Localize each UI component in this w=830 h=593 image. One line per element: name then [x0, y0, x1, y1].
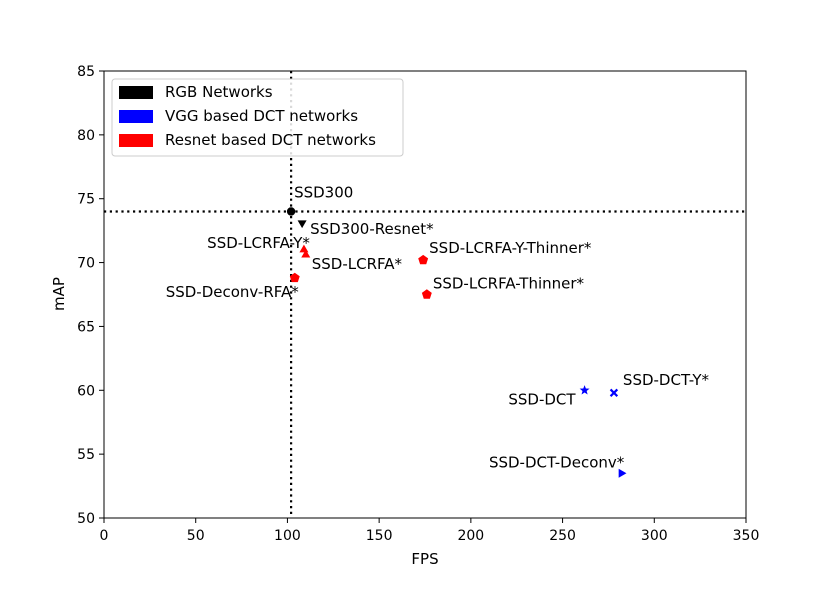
point-ssd300 — [286, 207, 296, 216]
legend-swatch — [119, 110, 153, 123]
x-tick-label: 50 — [187, 528, 205, 544]
x-tick-label: 350 — [733, 528, 760, 544]
point-label: SSD-DCT — [508, 390, 576, 408]
point-ssd-dct-deconv — [618, 468, 627, 478]
point-label: SSD-DCT-Deconv* — [489, 453, 625, 471]
legend-box — [111, 78, 404, 157]
point-label: SSD-Deconv-RFA* — [166, 283, 300, 301]
data-points — [286, 207, 627, 478]
y-tick-label: 60 — [77, 383, 95, 399]
legend-label: RGB Networks — [165, 83, 273, 101]
legend-swatch — [119, 134, 153, 147]
plot-frame — [103, 70, 747, 519]
point-label: SSD-LCRFA-Y-Thinner* — [429, 239, 592, 257]
point-label: SSD-LCRFA-Y* — [207, 234, 310, 252]
x-axis-ticks: 0 50 100 150 200 250 300 350 — [100, 518, 760, 544]
legend-label: VGG based DCT networks — [165, 107, 358, 125]
x-tick-label: 150 — [366, 528, 393, 544]
point-label: SSD-LCRFA-Thinner* — [433, 275, 585, 293]
y-tick-label: 85 — [77, 64, 95, 80]
point-labels: SSD300 SSD300-Resnet* SSD-DCT SSD-DCT-Y* SSD… — [166, 183, 710, 471]
y-tick-label: 70 — [77, 256, 95, 272]
y-tick-label: 50 — [77, 511, 95, 527]
y-axis-ticks: 50 55 60 65 70 75 80 85 — [77, 64, 104, 527]
y-tick-label: 65 — [77, 319, 95, 335]
legend-swatch — [119, 86, 153, 99]
reference-lines — [104, 71, 746, 518]
point-ssd-lcrfa — [301, 249, 311, 258]
point-label: SSD-LCRFA* — [312, 255, 403, 273]
point-label: SSD300-Resnet* — [310, 220, 434, 238]
x-tick-label: 250 — [549, 528, 576, 544]
x-axis-label: FPS — [411, 550, 438, 568]
point-ssd-lcrfa-thinner — [421, 289, 432, 299]
point-ssd-deconv-rfa — [289, 272, 300, 283]
y-tick-label: 75 — [77, 192, 95, 208]
point-ssd-lcrfa-y-thinner — [418, 254, 429, 265]
x-tick-label: 300 — [641, 528, 668, 544]
x-tick-label: 100 — [274, 528, 301, 544]
point-ssd-dct — [579, 385, 590, 395]
point-ssd-dct-y — [609, 388, 619, 397]
legend-label: Resnet based DCT networks — [165, 131, 376, 149]
x-tick-label: 200 — [457, 528, 484, 544]
y-axis-label: mAP — [50, 277, 68, 311]
legend: RGB Networks VGG based DCT networks Resnet… — [111, 78, 404, 157]
y-tick-label: 80 — [77, 128, 95, 144]
x-tick-label: 0 — [100, 528, 109, 544]
point-ssd300-resnet — [297, 220, 307, 229]
y-tick-label: 55 — [77, 447, 95, 463]
point-label: SSD300 — [294, 183, 353, 201]
point-label: SSD-DCT-Y* — [623, 371, 710, 389]
